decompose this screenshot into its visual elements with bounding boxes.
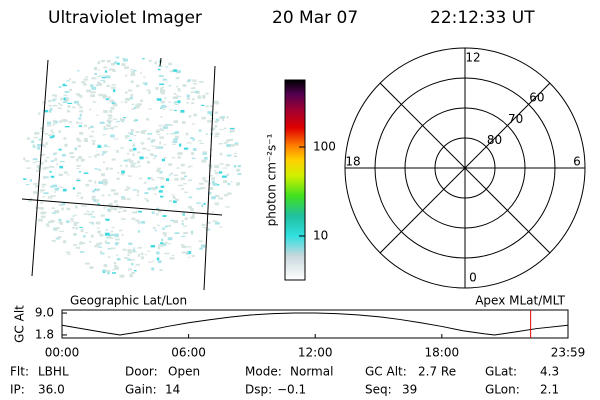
- date: 20 Mar 07: [272, 8, 358, 28]
- info-key: IP:: [10, 383, 25, 397]
- mlt-label: 18: [345, 155, 360, 169]
- info-value: Open: [168, 365, 200, 379]
- info-value: 36.0: [38, 383, 65, 397]
- lat-ring: [404, 107, 526, 229]
- x-tick-label: 18:00: [425, 346, 460, 360]
- info-key: GLon:: [485, 383, 520, 397]
- y-tick-label: 1.8: [35, 327, 54, 341]
- mlt-label: 6: [573, 155, 581, 169]
- title: Ultraviolet Imager: [48, 8, 202, 28]
- lat-label: 70: [508, 112, 523, 126]
- info-key: GC Alt:: [365, 365, 407, 379]
- info-value: 4.3: [540, 365, 559, 379]
- map-label: Apex MLat/MLT: [475, 294, 565, 308]
- colorbar-tick-label: 100: [313, 139, 336, 153]
- mlt-label: 12: [465, 51, 480, 65]
- info-key: Mode:: [245, 365, 282, 379]
- uv-image: [23, 56, 242, 278]
- info-key: Seq:: [365, 383, 392, 397]
- y-tick-label: 9.0: [35, 306, 54, 320]
- time: 22:12:33 UT: [430, 8, 535, 28]
- altitude-line: [61, 312, 569, 336]
- x-tick-label: 12:00: [298, 346, 333, 360]
- info-key: GLat:: [485, 365, 517, 379]
- info-value: 2.7 Re: [418, 365, 456, 379]
- lat-ring: [374, 77, 556, 259]
- info-key: Dsp:: [245, 383, 272, 397]
- info-key: Flt:: [10, 365, 29, 379]
- polar-spoke: [379, 82, 551, 254]
- info-value: 39: [402, 383, 417, 397]
- map-label: Geographic Lat/Lon: [70, 294, 187, 308]
- plot-frame: [61, 309, 569, 339]
- x-tick-label: 00:00: [45, 346, 80, 360]
- colorbar-label: photon cm⁻²s⁻¹: [265, 133, 279, 226]
- lat-label: 80: [487, 133, 502, 147]
- info-value: Normal: [290, 365, 333, 379]
- x-tick-label: 23:59: [551, 346, 586, 360]
- colorbar: [284, 79, 306, 281]
- info-key: Door:: [125, 365, 158, 379]
- info-value: LBHL: [38, 365, 69, 379]
- x-tick-label: 06:00: [171, 346, 206, 360]
- info-value: 14: [165, 383, 180, 397]
- geo-grid: [21, 57, 223, 291]
- mlt-label: 0: [469, 271, 477, 285]
- colorbar-tick-label: 10: [313, 228, 328, 242]
- lat-ring: [434, 137, 496, 199]
- info-value: 2.1: [540, 383, 559, 397]
- lat-label: 60: [529, 91, 544, 105]
- info-value: −0.1: [277, 383, 306, 397]
- y-axis-label: GC Alt: [13, 305, 27, 343]
- info-key: Gain:: [125, 383, 157, 397]
